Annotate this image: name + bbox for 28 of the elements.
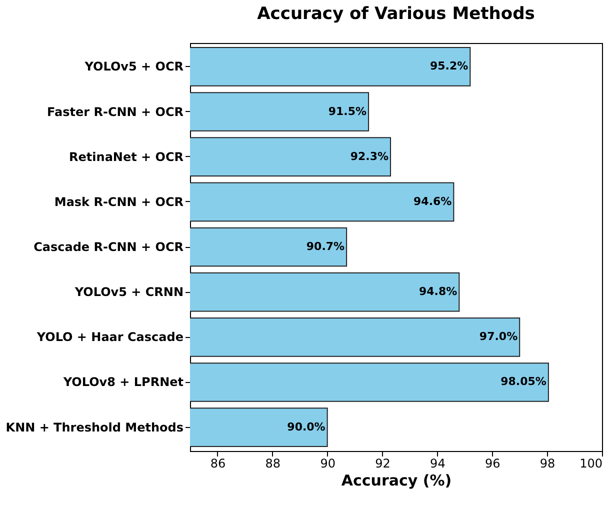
data-label: 94.6% — [414, 194, 452, 208]
x-tick-label: 100 — [580, 456, 602, 470]
x-tick-label: 96 — [484, 456, 500, 470]
x-tick-label: 88 — [265, 456, 281, 470]
y-tick-label: YOLOv5 + CRNN — [74, 285, 184, 300]
y-tick-label: YOLOv8 + LPRNet — [62, 375, 184, 390]
data-label: 92.3% — [350, 150, 389, 163]
x-tick-label: 98 — [540, 456, 556, 470]
data-label: 98.05% — [500, 375, 546, 388]
data-label: 91.5% — [328, 104, 367, 118]
x-tick-label: 92 — [375, 456, 390, 470]
x-axis-title: Accuracy (%) — [341, 472, 452, 490]
y-tick-label: RetinaNet + OCR — [69, 150, 184, 164]
y-tick-label: YOLOv5 + OCR — [84, 60, 184, 74]
data-label: 97.0% — [479, 330, 518, 344]
x-tick-label: 94 — [430, 456, 446, 470]
y-tick-label: YOLO + Haar Cascade — [36, 330, 184, 344]
y-tick-label: Cascade R-CNN + OCR — [34, 240, 184, 254]
data-label: 94.8% — [419, 285, 458, 298]
data-label: 90.7% — [306, 240, 345, 253]
chart-title: Accuracy of Various Methods — [257, 4, 535, 24]
x-tick-label: 90 — [320, 456, 336, 470]
y-tick-label: Faster R-CNN + OCR — [47, 104, 184, 119]
y-tick-label: Mask R-CNN + OCR — [54, 194, 184, 209]
data-label: 90.0% — [287, 420, 326, 434]
data-label: 95.2% — [430, 60, 468, 73]
y-tick-label: KNN + Threshold Methods — [6, 420, 184, 434]
x-tick-label: 86 — [210, 456, 226, 470]
